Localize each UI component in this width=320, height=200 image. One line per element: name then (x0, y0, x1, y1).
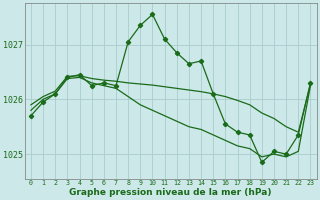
X-axis label: Graphe pression niveau de la mer (hPa): Graphe pression niveau de la mer (hPa) (69, 188, 272, 197)
